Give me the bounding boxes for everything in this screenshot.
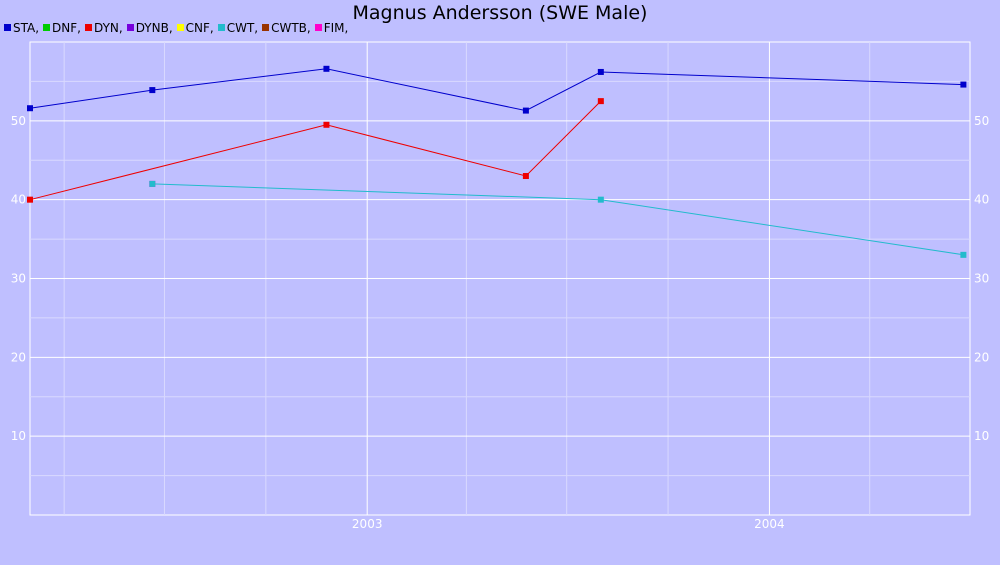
data-point-dyn xyxy=(323,121,330,128)
y-tick-label-left: 40 xyxy=(11,193,26,207)
data-point-sta xyxy=(522,107,529,114)
legend-swatch-dynb xyxy=(126,24,134,31)
y-tick-label-right: 20 xyxy=(974,350,989,364)
legend-swatch-cwt xyxy=(217,24,225,31)
y-tick-label-right: 10 xyxy=(974,429,989,443)
y-tick-label-left: 10 xyxy=(11,429,26,443)
legend-label-dyn: DYN, xyxy=(93,21,123,35)
data-point-sta xyxy=(149,87,156,94)
legend-item-dyn: DYN, xyxy=(84,20,123,36)
legend-label-fim: FIM, xyxy=(323,21,349,35)
series-line-sta xyxy=(29,68,964,112)
legend-swatch-dnf xyxy=(43,24,51,31)
x-tick-label: 2003 xyxy=(352,517,383,531)
legend-swatch-sta xyxy=(4,24,11,31)
y-tick-label-left: 50 xyxy=(11,114,26,128)
series-line-dyn xyxy=(29,100,602,201)
data-point-dyn xyxy=(27,196,33,203)
legend-item-cwt: CWT, xyxy=(217,20,259,36)
legend: STA, DNF, DYN, DYNB, CNF, CWT, CWTB, FIM, xyxy=(4,20,352,36)
y-tick-label-left: 20 xyxy=(11,350,26,364)
data-point-dyn xyxy=(522,173,529,180)
data-point-sta xyxy=(27,105,33,112)
data-point-cwt xyxy=(597,196,604,203)
chart-title: Magnus Andersson (SWE Male) xyxy=(352,2,648,24)
data-point-sta xyxy=(960,81,967,88)
data-point-sta xyxy=(323,65,330,72)
legend-item-fim: FIM, xyxy=(314,20,349,36)
x-tick-label: 2004 xyxy=(754,517,785,531)
y-tick-label-right: 50 xyxy=(974,114,989,128)
legend-swatch-fim xyxy=(314,24,322,31)
legend-label-sta: STA, xyxy=(13,21,40,35)
legend-swatch-cwtb xyxy=(262,24,270,31)
legend-item-cwtb: CWTB, xyxy=(262,20,311,36)
legend-item-dnf: DNF, xyxy=(43,20,81,36)
data-point-dyn xyxy=(597,98,604,105)
legend-label-cnf: CNF, xyxy=(185,21,214,35)
legend-label-dnf: DNF, xyxy=(52,21,81,35)
legend-label-cwt: CWT, xyxy=(226,21,259,35)
legend-item-dynb: DYNB, xyxy=(126,20,173,36)
legend-swatch-dyn xyxy=(84,24,92,31)
legend-item-cnf: CNF, xyxy=(176,20,214,36)
data-point-cwt xyxy=(960,251,967,258)
data-point-cwt xyxy=(149,180,156,187)
legend-label-cwtb: CWTB, xyxy=(271,21,311,35)
y-tick-label-right: 30 xyxy=(974,272,989,286)
legend-swatch-cnf xyxy=(176,24,184,31)
legend-label-dynb: DYNB, xyxy=(135,21,173,35)
series-line-cwt xyxy=(152,183,964,256)
legend-item-sta: STA, xyxy=(4,20,39,36)
y-tick-label-left: 30 xyxy=(11,272,26,286)
data-point-sta xyxy=(597,68,604,75)
y-tick-label-right: 40 xyxy=(974,193,989,207)
